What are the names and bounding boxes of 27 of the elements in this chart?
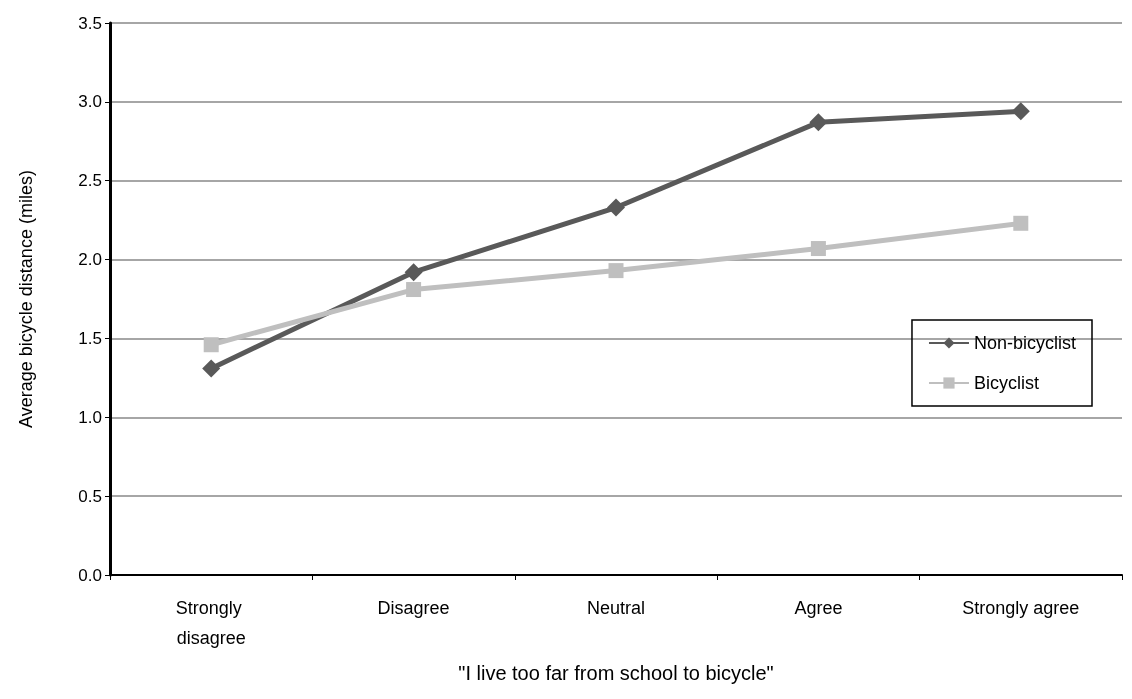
- y-tick-label: 0.0: [78, 565, 102, 585]
- y-tick-label: 1.5: [78, 328, 102, 348]
- point: [1013, 215, 1029, 231]
- x-tick-label: Disagree: [377, 598, 450, 618]
- point: [203, 337, 219, 353]
- point: [202, 359, 221, 378]
- point: [404, 263, 423, 282]
- point: [608, 263, 624, 279]
- x-axis-title: "I live too far from school to bicycle": [458, 662, 774, 684]
- y-tick-label: 2.0: [78, 250, 102, 270]
- point: [810, 241, 826, 257]
- x-tick-label: Agree: [794, 598, 843, 618]
- y-tick-label: 3.5: [78, 13, 102, 33]
- legend-label: Bicyclist: [973, 373, 1039, 393]
- x-tick-label: Strongly agree: [962, 598, 1080, 618]
- legend-label: Non-bicyclist: [973, 333, 1077, 353]
- point: [607, 198, 625, 217]
- point: [809, 113, 828, 132]
- x-tick-label: Strongly disagree: [175, 598, 247, 648]
- y-tick-label: 2.5: [78, 171, 102, 191]
- point: [1011, 102, 1030, 121]
- x-tick-label: Neutral: [586, 598, 646, 618]
- y-tick-label: 1.0: [78, 407, 102, 427]
- y-tick-label: 3.0: [78, 92, 102, 112]
- y-axis-title: Average bicycle distance (miles): [16, 170, 36, 428]
- y-tick-label: 0.5: [78, 486, 102, 506]
- point: [406, 282, 422, 298]
